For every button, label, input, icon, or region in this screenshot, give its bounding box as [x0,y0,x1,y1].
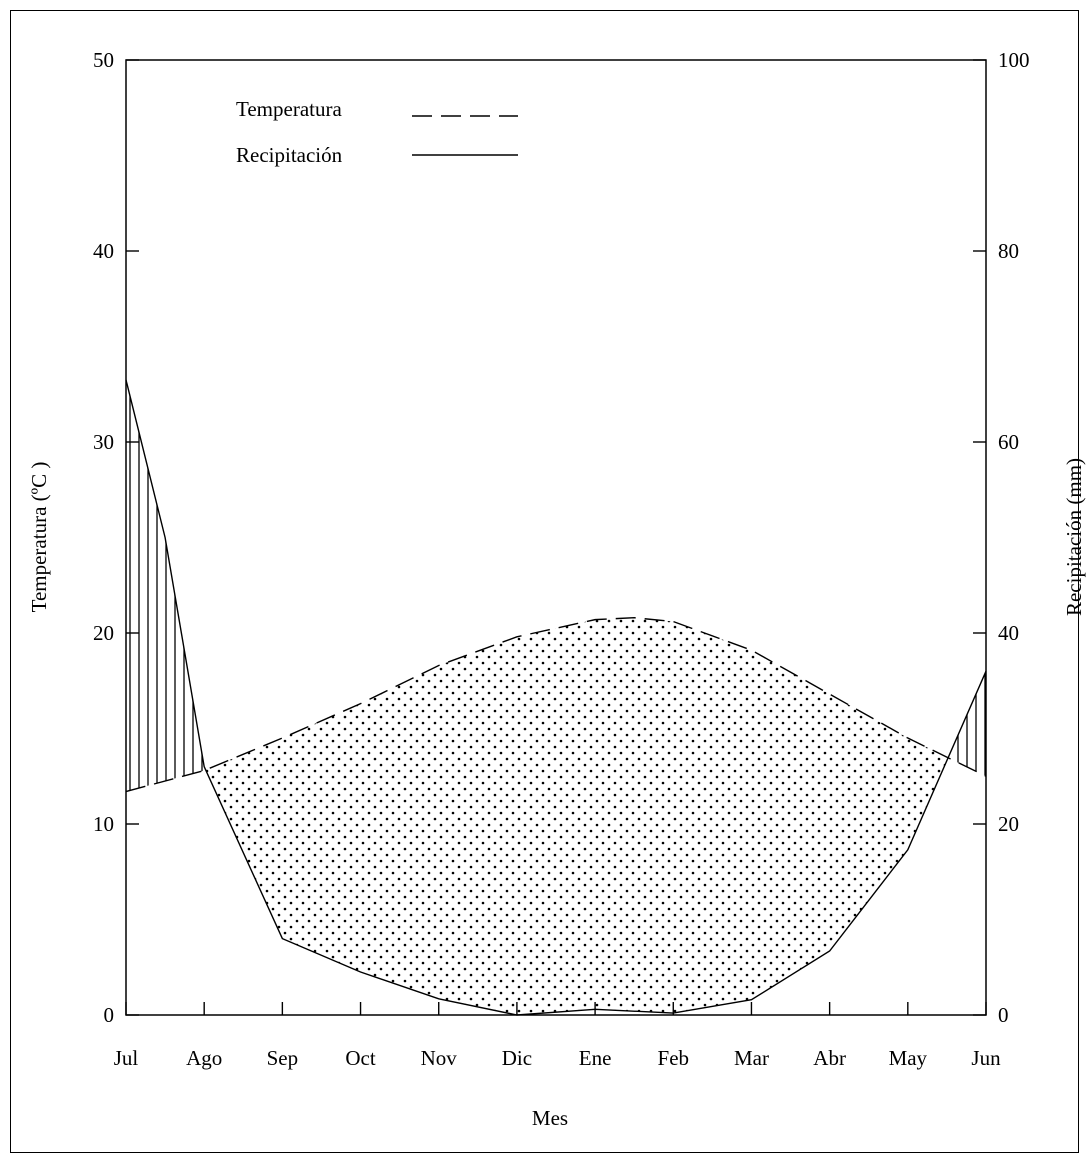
y-axis-right-title: Recipitación (mm) [1062,458,1086,616]
x-tick-label: Jul [114,1046,139,1070]
legend-label-recipitacion: Recipitación [236,143,343,167]
recipitacion-line [125,379,987,1016]
x-axis-title: Mes [532,1106,568,1130]
y-right-tick-label: 20 [998,812,1019,836]
y-right-tick-label: 80 [998,239,1019,263]
y-left-tick-label: 30 [93,430,114,454]
x-tick-label: Oct [345,1046,375,1070]
humid-period-area [126,379,204,792]
x-axis-ticks: Jul Ago Sep Oct Nov Dic Ene Feb Mar Abr May Jun [114,1002,1001,1070]
y-left-tick-label: 0 [104,1003,115,1027]
y-left-tick-label: 10 [93,812,114,836]
series-lines [125,379,987,1016]
x-tick-label: Ene [579,1046,612,1070]
y-axis-ticks: 0 10 20 30 40 50 0 20 40 60 80 100 [93,48,1030,1027]
legend-label-temperatura: Temperatura [236,97,342,121]
x-tick-label: Mar [734,1046,769,1070]
y-right-tick-label: 100 [998,48,1030,72]
x-tick-label: Jun [971,1046,1001,1070]
y-axis-left-title: Temperatura (ºC ) [27,462,51,613]
temperatura-line [125,617,987,793]
y-right-tick-label: 60 [998,430,1019,454]
y-left-tick-label: 40 [93,239,114,263]
dry-period-area [206,617,948,1015]
chart-frame [10,10,1079,1153]
plot-area [125,59,987,1016]
x-tick-label: Abr [813,1046,846,1070]
x-tick-label: May [889,1046,928,1070]
area-fills [126,379,986,1015]
y-right-tick-label: 40 [998,621,1019,645]
y-left-tick-label: 50 [93,48,114,72]
x-tick-label: Ago [186,1046,222,1070]
x-tick-label: Sep [267,1046,299,1070]
x-tick-label: Feb [658,1046,690,1070]
y-right-tick-label: 0 [998,1003,1009,1027]
x-tick-label: Nov [421,1046,458,1070]
legend: Temperatura Recipitación [236,97,518,167]
y-left-tick-label: 20 [93,621,114,645]
x-tick-label: Dic [502,1046,532,1070]
humid-period-area [950,671,986,777]
